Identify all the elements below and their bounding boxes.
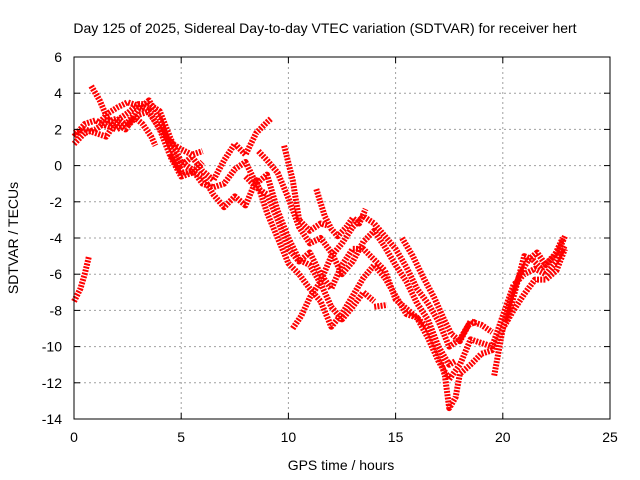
y-tick-label: -10 (42, 339, 62, 355)
x-tick-label: 0 (70, 429, 78, 445)
series-pass-11 (290, 213, 494, 350)
x-axis-label: GPS time / hours (288, 457, 395, 473)
series-pass-10 (281, 144, 328, 234)
series-pass-7 (167, 153, 568, 412)
series-pass-12 (313, 188, 369, 240)
x-tick-labels: 0 5 10 15 20 25 (70, 429, 618, 445)
series-pass-9 (256, 149, 458, 368)
y-axis-label: SDTVAR / TECUs (5, 182, 21, 294)
x-tick-label: 10 (281, 429, 297, 445)
series-pass-16 (504, 234, 568, 323)
series-pass-2 (71, 108, 205, 180)
series-pass-8 (243, 174, 568, 383)
y-tick-label: -14 (42, 411, 62, 427)
series-pass-5 (88, 84, 159, 147)
y-tick-label: -4 (50, 230, 63, 246)
series-pass-15 (491, 236, 566, 377)
x-tick-label: 25 (602, 429, 618, 445)
y-tick-label: -12 (42, 375, 62, 391)
series-pass-6 (97, 99, 204, 158)
x-tick-label: 5 (177, 429, 185, 445)
series-pass-1 (71, 255, 92, 303)
ticks (73, 56, 611, 420)
x-tick-label: 15 (388, 429, 404, 445)
y-tick-label: 0 (54, 158, 62, 174)
y-tick-label: -6 (50, 266, 63, 282)
x-tick-label: 20 (495, 429, 511, 445)
y-tick-label: 6 (54, 49, 62, 65)
series-pass-13 (373, 302, 388, 310)
y-tick-label: -8 (50, 302, 63, 318)
y-tick-label: 4 (54, 85, 62, 101)
series-pass-4 (73, 101, 377, 323)
y-tick-label: 2 (54, 121, 62, 137)
y-tick-labels: -14 -12 -10 -8 -6 -4 -2 0 2 4 6 (42, 49, 62, 427)
series-layer (71, 84, 568, 412)
series-pass-14 (399, 236, 479, 345)
y-tick-label: -2 (50, 194, 63, 210)
chart-title: Day 125 of 2025, Sidereal Day-to-day VTE… (73, 20, 576, 36)
